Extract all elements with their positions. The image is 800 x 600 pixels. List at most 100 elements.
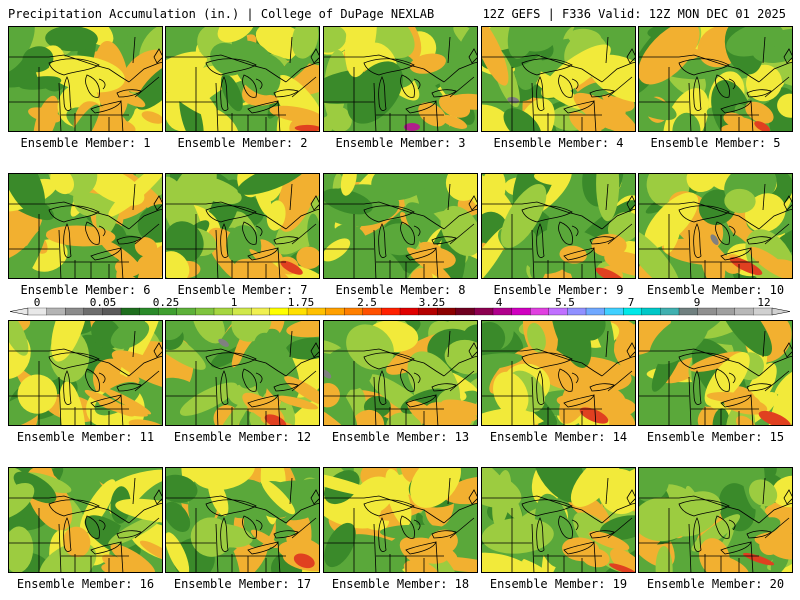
colorbar-swatch — [232, 307, 252, 316]
ensemble-member-map — [165, 320, 320, 426]
colorbar-swatch — [641, 307, 661, 316]
ensemble-member-map — [8, 173, 163, 279]
colorbar-swatch — [474, 307, 494, 316]
ensemble-member-map — [481, 320, 636, 426]
ensemble-member-label: Ensemble Member: 20 — [646, 577, 785, 591]
colorbar-swatch — [381, 307, 401, 316]
colorbar-swatch — [511, 307, 531, 316]
precip-field — [482, 27, 635, 131]
precip-field — [9, 174, 162, 278]
colorbar-swatch — [548, 307, 568, 316]
precip-field — [9, 468, 162, 572]
colorbar-swatch — [176, 307, 196, 316]
ensemble-member-label: Ensemble Member: 6 — [20, 283, 151, 297]
ensemble-member-label: Ensemble Member: 8 — [335, 283, 466, 297]
colorbar-swatch — [716, 307, 736, 316]
ensemble-member-label: Ensemble Member: 7 — [177, 283, 308, 297]
colorbar-swatch — [158, 307, 178, 316]
ensemble-member-label: Ensemble Member: 12 — [173, 430, 312, 444]
colorbar-swatch — [697, 307, 717, 316]
ensemble-member-label: Ensemble Member: 11 — [16, 430, 155, 444]
ensemble-member-label: Ensemble Member: 1 — [20, 136, 151, 150]
precip-field — [639, 468, 792, 572]
ensemble-member-label: Ensemble Member: 14 — [489, 430, 628, 444]
colorbar-tick-label: 4 — [495, 296, 503, 309]
colorbar-swatch — [269, 307, 289, 316]
colorbar-swatch — [139, 307, 159, 316]
ensemble-member-map — [323, 320, 478, 426]
ensemble-member-label: Ensemble Member: 17 — [173, 577, 312, 591]
colorbar-swatch — [604, 307, 624, 316]
ensemble-member-label: Ensemble Member: 2 — [177, 136, 308, 150]
colorbar-swatch — [344, 307, 364, 316]
ensemble-member-map — [8, 467, 163, 573]
precip-field — [482, 321, 635, 425]
ensemble-member-map — [638, 173, 793, 279]
ensemble-member-map — [638, 26, 793, 132]
precip-field — [482, 468, 635, 572]
colorbar — [10, 307, 790, 316]
ensemble-member-map — [165, 26, 320, 132]
ensemble-member-map — [481, 173, 636, 279]
precip-field — [639, 27, 792, 131]
colorbar-tick-label: 1.75 — [287, 296, 315, 309]
ensemble-member-map — [8, 320, 163, 426]
ensemble-member-map — [638, 467, 793, 573]
colorbar-swatch — [734, 307, 754, 316]
colorbar-swatch — [567, 307, 587, 316]
ensemble-member-label: Ensemble Member: 3 — [335, 136, 466, 150]
colorbar-min-arrow — [10, 307, 29, 316]
colorbar-swatch — [585, 307, 606, 316]
colorbar-swatch — [120, 307, 141, 316]
precip-field — [482, 174, 635, 278]
colorbar-swatch — [83, 307, 103, 316]
colorbar-swatch — [753, 307, 773, 316]
precip-field — [9, 27, 162, 131]
colorbar-swatch — [399, 307, 420, 316]
colorbar-swatch — [437, 307, 457, 316]
precip-field — [639, 174, 792, 278]
colorbar-swatch — [325, 307, 345, 316]
ensemble-member-map — [638, 320, 793, 426]
colorbar-tick-label: 9 — [693, 296, 701, 309]
colorbar-swatch — [623, 307, 643, 316]
ensemble-member-label: Ensemble Member: 19 — [489, 577, 628, 591]
ensemble-member-map — [323, 173, 478, 279]
precip-field — [324, 174, 477, 278]
colorbar-swatch — [492, 307, 513, 316]
colorbar-swatch — [530, 307, 550, 316]
ensemble-member-label: Ensemble Member: 16 — [16, 577, 155, 591]
colorbar-swatch — [195, 307, 215, 316]
ensemble-member-label: Ensemble Member: 10 — [646, 283, 785, 297]
colorbar-swatch — [678, 307, 699, 316]
ensemble-member-map — [165, 173, 320, 279]
ensemble-member-map — [323, 26, 478, 132]
precip-field — [639, 321, 792, 425]
colorbar-swatch — [418, 307, 438, 316]
ensemble-member-label: Ensemble Member: 4 — [493, 136, 624, 150]
ensemble-member-map — [323, 467, 478, 573]
page-title: Precipitation Accumulation (in.) | Colle… — [8, 7, 435, 21]
colorbar-swatch — [27, 307, 48, 316]
colorbar-tick-label: 12 — [757, 296, 771, 309]
colorbar-tick-label: 7 — [627, 296, 635, 309]
colorbar-tick-label: 5.5 — [555, 296, 575, 309]
precip-field — [324, 468, 477, 572]
ensemble-member-map — [165, 467, 320, 573]
colorbar-swatch — [288, 307, 308, 316]
colorbar-tick-label: 0.25 — [152, 296, 180, 309]
colorbar-tick-label: 1 — [230, 296, 238, 309]
ensemble-member-label: Ensemble Member: 5 — [650, 136, 781, 150]
ensemble-member-label: Ensemble Member: 15 — [646, 430, 785, 444]
colorbar-swatch — [102, 307, 122, 316]
precip-field — [166, 174, 319, 278]
run-info: 12Z GEFS | F336 Valid: 12Z MON DEC 01 20… — [482, 7, 786, 21]
colorbar-tick-label: 0 — [33, 296, 41, 309]
colorbar-swatch — [213, 307, 234, 316]
ensemble-member-label: Ensemble Member: 18 — [331, 577, 470, 591]
precip-field — [166, 321, 319, 425]
ensemble-member-label: Ensemble Member: 9 — [493, 283, 624, 297]
colorbar-swatch — [660, 307, 680, 316]
colorbar-swatch — [306, 307, 327, 316]
colorbar-tick-label: 0.05 — [89, 296, 117, 309]
